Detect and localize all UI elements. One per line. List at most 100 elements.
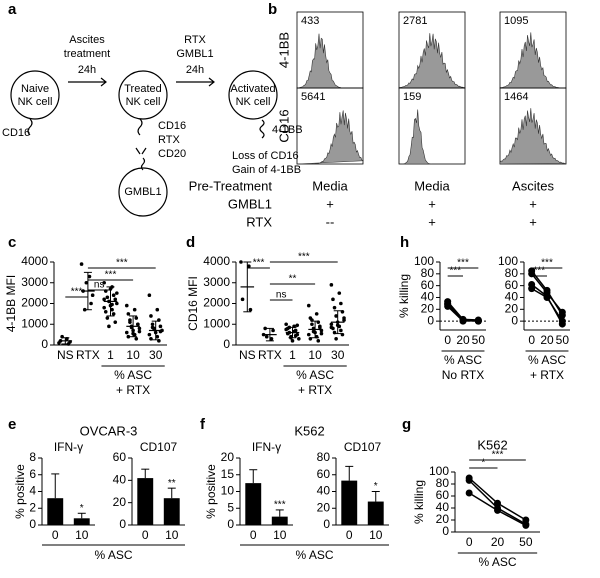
data-point: [522, 521, 530, 529]
data-point: [134, 336, 139, 341]
data-point: [240, 297, 245, 302]
data-point: [102, 280, 106, 285]
x-tick-label: 10: [308, 348, 322, 362]
data-point: [126, 334, 131, 339]
data-point: [137, 326, 142, 331]
data-point: [84, 280, 89, 285]
x-tick-label: 10: [75, 528, 89, 542]
node-label: Activated: [230, 83, 275, 95]
x-axis-label: % ASC: [94, 548, 132, 562]
receptor: [27, 118, 265, 171]
data-point: [247, 264, 251, 268]
sig-label: ***: [116, 258, 128, 269]
data-point: [331, 297, 335, 302]
y-tick-label: 80: [436, 476, 450, 490]
x-group-label: % ASC: [296, 368, 334, 382]
histogram: [296, 33, 363, 89]
condition-value: Media: [414, 178, 450, 193]
x-group-label: % ASC: [528, 353, 566, 367]
bar: [271, 516, 288, 525]
condition-name: RTX: [246, 214, 272, 229]
panel-label: e: [8, 416, 16, 433]
y-tick-label: 0: [41, 337, 48, 351]
data-point: [103, 310, 108, 314]
data-point: [332, 305, 337, 310]
x-tick-label: 0: [346, 528, 353, 542]
arrow: [68, 77, 215, 87]
y-axis-label: 4-1BB MFI: [4, 275, 18, 332]
arrow-label: 24h: [78, 64, 96, 76]
sig-label: *: [481, 458, 485, 469]
data-point: [269, 336, 274, 341]
receptor-label: CD20: [158, 148, 186, 160]
y-tick-label: 80: [421, 266, 435, 280]
data-point: [311, 329, 316, 334]
data-point: [474, 317, 482, 325]
x-tick-label: 0: [250, 528, 257, 542]
y-tick-label: 0: [427, 313, 434, 327]
mfi-label: 2781: [403, 15, 427, 27]
bar: [73, 518, 90, 525]
data-point: [444, 301, 452, 309]
y-tick-label: 8: [29, 450, 36, 464]
y-tick-label: 2000: [21, 296, 48, 310]
sig-label: ***: [449, 266, 461, 277]
sig-label: **: [168, 478, 176, 489]
data-point: [137, 329, 142, 334]
x-tick-label: 0: [528, 333, 535, 347]
row-label: CD16: [276, 109, 291, 142]
node-label: Treated: [124, 83, 162, 95]
diagram-shapes: [10, 70, 278, 217]
y-tick-label: 20: [505, 301, 519, 315]
group-title: OVCAR-3: [80, 423, 138, 438]
node-label: NK cell: [126, 96, 161, 108]
y-tick-label: 0: [227, 517, 234, 531]
x-tick-label: RTX: [258, 348, 282, 362]
sig-label: ***: [71, 287, 83, 298]
data-point: [113, 297, 118, 302]
data-point: [306, 303, 311, 308]
data-point: [239, 260, 243, 264]
y-tick-label: 40: [317, 484, 331, 498]
condition-value: +: [428, 196, 436, 211]
x-tick-label: RTX: [76, 348, 100, 362]
y-tick-label: 3000: [203, 275, 230, 289]
y-tick-label: 2: [29, 500, 36, 514]
bar: [367, 501, 384, 525]
data-point: [111, 312, 116, 316]
y-tick-label: 0: [29, 517, 36, 531]
data-point: [339, 328, 343, 333]
data-point: [111, 293, 116, 298]
y-tick-label: 1000: [21, 316, 48, 330]
node-label: NK cell: [18, 96, 53, 108]
receptor-label: CD16: [2, 127, 30, 139]
y-tick-label: 1000: [203, 316, 230, 330]
data-point: [494, 499, 501, 507]
sig-label: ***: [298, 252, 310, 263]
histogram: [499, 32, 566, 89]
data-point: [107, 324, 111, 329]
x-tick-label: 0: [466, 535, 473, 549]
data-point: [126, 312, 131, 316]
y-tick-label: 0: [511, 313, 518, 327]
condition-value: --: [326, 214, 335, 229]
x-tick-label: 30: [149, 348, 163, 362]
y-axis-label: CD16 MFI: [186, 276, 200, 331]
y-axis-label: % killing: [397, 274, 411, 318]
x-tick-label: 10: [273, 528, 287, 542]
data-point: [319, 331, 324, 336]
data-point: [339, 301, 343, 306]
condition-value: +: [326, 196, 334, 211]
arrow-label: RTX: [184, 34, 206, 46]
group-title: K562: [477, 437, 507, 452]
data-point: [465, 476, 473, 484]
y-tick-label: 20: [436, 512, 450, 526]
data-point: [102, 297, 106, 302]
row-label: 4-1BB: [276, 32, 291, 68]
data-point: [310, 322, 314, 327]
x-tick-label: 50: [519, 535, 533, 549]
x-tick-label: 0: [444, 333, 451, 347]
x-axis-label: % ASC: [295, 548, 333, 562]
note: Loss of CD16: [232, 150, 299, 162]
x-tick-label: 10: [126, 348, 140, 362]
